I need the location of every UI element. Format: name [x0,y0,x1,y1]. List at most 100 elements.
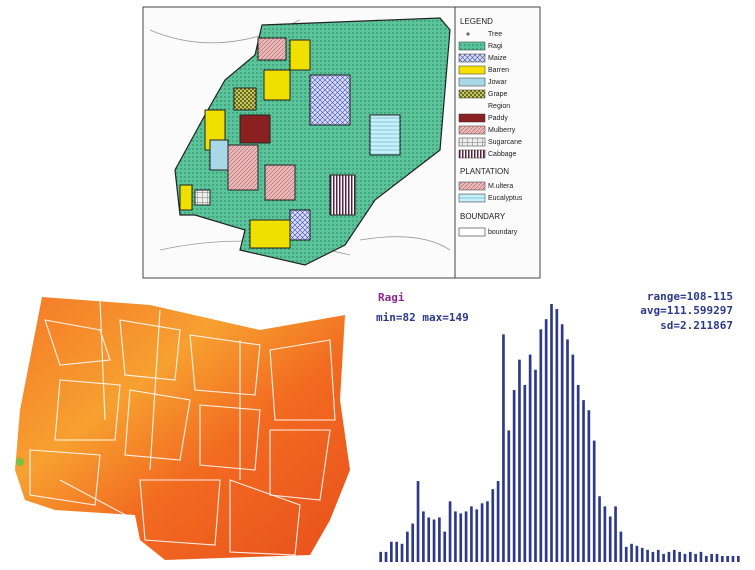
tree-icon [466,32,470,36]
bar [384,551,388,562]
bar [635,545,639,562]
bar [422,511,425,562]
bar [480,503,484,562]
heat-map [15,297,350,560]
bar [720,555,724,562]
bar [550,304,553,562]
bar [470,506,473,562]
bar [443,531,447,562]
bar [496,481,500,562]
annotation: avg=111.599297 [640,304,733,317]
legend-label: Maize [488,55,507,62]
annotation: min=82 max=149 [376,311,469,324]
bar [726,555,729,562]
legend-label: Cabbage [488,151,517,158]
legend-label: Region [488,103,510,110]
legend-swatch [458,149,486,159]
legend-label: Mulberry [488,127,516,134]
legend-label: M.ultera [488,183,513,190]
legend-swatch [458,113,486,123]
bar [576,384,580,562]
bar [523,384,527,562]
bar [683,553,687,562]
legend-swatch [458,77,486,87]
legend-label: Sugarcane [488,139,522,146]
legend-swatch [458,41,486,51]
bar [598,496,601,562]
legend-swatch [458,193,486,203]
bar [731,555,735,562]
bar [459,513,463,562]
bar [587,410,591,562]
bar [688,551,692,562]
bar [464,511,468,562]
bar [432,519,436,562]
bar [662,553,665,562]
bar [640,547,644,562]
bar [390,541,393,562]
bar [544,319,548,562]
bar [603,506,607,562]
bar [592,440,596,562]
bar [518,359,521,562]
legend-label: Ragi [488,43,503,50]
map-legend: LEGEND Tree Ragi Maize Barren Jowar Grape Regio… [458,17,523,237]
chart-title: Ragi [378,291,405,304]
legend-section: PLANTATION [460,167,509,176]
legend-label: boundary [488,229,518,236]
bar [710,553,713,562]
legend-swatch [458,227,486,237]
legend-label: Paddy [488,115,508,122]
bar [528,354,532,562]
bar [411,523,415,562]
bar [448,501,452,562]
bar [651,551,655,562]
bar [486,501,489,562]
legend-title: LEGEND [460,17,493,26]
bar [614,506,617,562]
legend-label: Tree [488,31,502,38]
bar [630,543,633,562]
legend-swatch [458,125,486,135]
bar [678,551,681,562]
bar [534,369,537,562]
legend-swatch [458,181,486,191]
bar [656,549,660,562]
bar [406,531,409,562]
bar [582,400,585,562]
bar [400,543,404,562]
bar [736,555,740,562]
bar [624,546,628,562]
bar [667,551,671,562]
bar [694,553,697,562]
bar [704,555,708,562]
bar [491,489,495,562]
bar [566,339,569,562]
legend-label: Jowar [488,79,507,86]
bar [438,517,441,562]
annotation: sd=2.211867 [660,319,733,332]
legend-section: BOUNDARY [460,212,506,221]
bar [507,430,511,562]
bar [555,309,559,562]
legend-swatch [458,89,486,99]
annotation: range=108-115 [647,290,733,303]
histogram: Ragi min=82 max=149 range=108-115avg=111.… [376,290,740,562]
bar [619,531,623,562]
bar [427,517,431,562]
legend-label: Grape [488,91,508,98]
bar [512,390,516,562]
bar [502,334,505,562]
bar [539,329,543,562]
legend-swatch [458,137,486,147]
bar [379,551,383,562]
legend-label: Barren [488,67,509,74]
bar [395,541,399,562]
legend-swatch [458,53,486,63]
bar [608,516,612,562]
bar [699,551,703,562]
bar [715,553,719,562]
legend-swatch [458,65,486,75]
bar [672,549,676,562]
